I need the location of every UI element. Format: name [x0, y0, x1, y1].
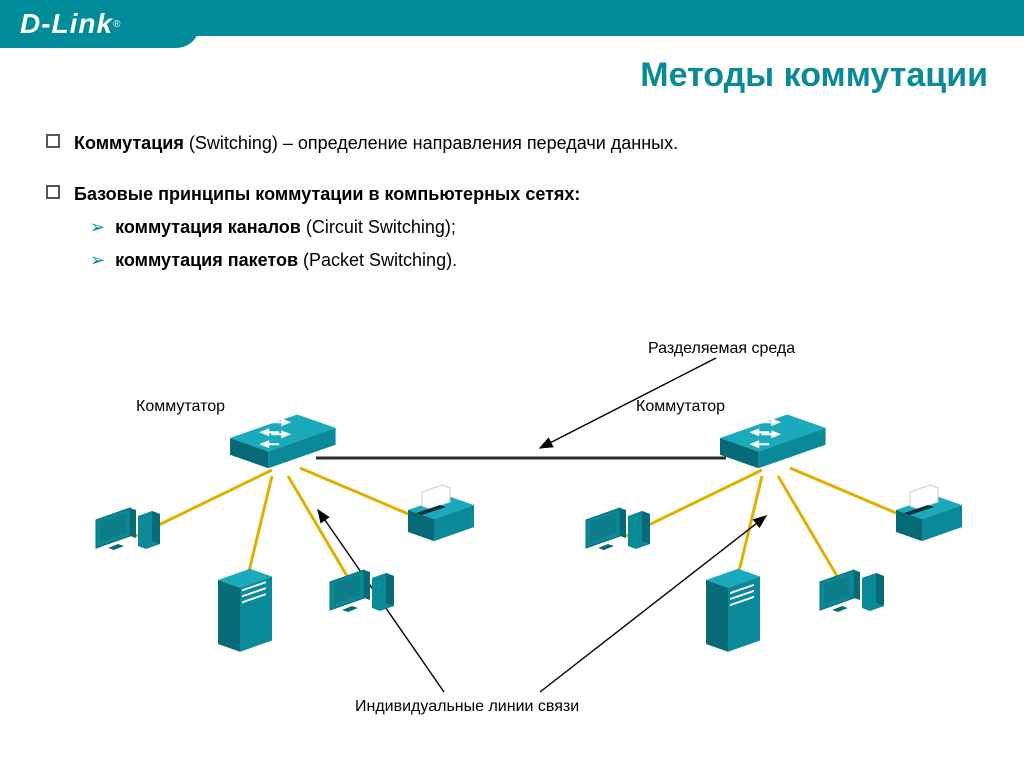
bullet-1-text: Коммутация (Switching) – определение нап…: [74, 130, 678, 157]
pc-r3: [820, 570, 884, 612]
pc-l1: [96, 508, 160, 550]
switch-left: [230, 414, 336, 468]
devices-layer: [96, 414, 962, 651]
label-switch-left: Коммутатор: [136, 398, 225, 416]
pc-r1: [586, 508, 650, 550]
diagram-svg: [0, 320, 1024, 750]
sub-bullet-2: ➢ коммутация пакетов (Packet Switching).: [46, 247, 984, 274]
server-r: [706, 569, 760, 652]
arrow-bullet-icon: ➢: [90, 247, 105, 274]
logo-reg: ®: [113, 19, 120, 30]
label-individual-lines: Индивидуальные линии связи: [355, 698, 579, 716]
brand-logo: D-Link ®: [0, 0, 200, 48]
label-switch-right: Коммутатор: [636, 398, 725, 416]
server-l: [218, 569, 272, 652]
logo-text: D-Link: [20, 8, 113, 40]
content-block: Коммутация (Switching) – определение нап…: [46, 130, 984, 280]
sub-bullet-1: ➢ коммутация каналов (Circuit Switching)…: [46, 214, 984, 241]
sub-bullet-1-text: коммутация каналов (Circuit Switching);: [115, 214, 456, 241]
sub-bullet-2-text: коммутация пакетов (Packet Switching).: [115, 247, 457, 274]
bullet-1: Коммутация (Switching) – определение нап…: [46, 130, 984, 157]
pc-l3: [330, 570, 394, 612]
bullet-2: Базовые принципы коммутации в компьютерн…: [46, 181, 984, 208]
network-diagram: Разделяемая среда Коммутатор Коммутатор …: [0, 320, 1024, 750]
square-bullet-icon: [46, 134, 60, 148]
arrow-bullet-icon: ➢: [90, 214, 105, 241]
square-bullet-icon: [46, 185, 60, 199]
label-shared-medium: Разделяемая среда: [648, 340, 795, 358]
switch-right: [720, 414, 826, 468]
printer-l: [408, 485, 474, 541]
page-title: Методы коммутации: [640, 56, 988, 95]
printer-r: [896, 485, 962, 541]
bullet-2-text: Базовые принципы коммутации в компьютерн…: [74, 181, 580, 208]
